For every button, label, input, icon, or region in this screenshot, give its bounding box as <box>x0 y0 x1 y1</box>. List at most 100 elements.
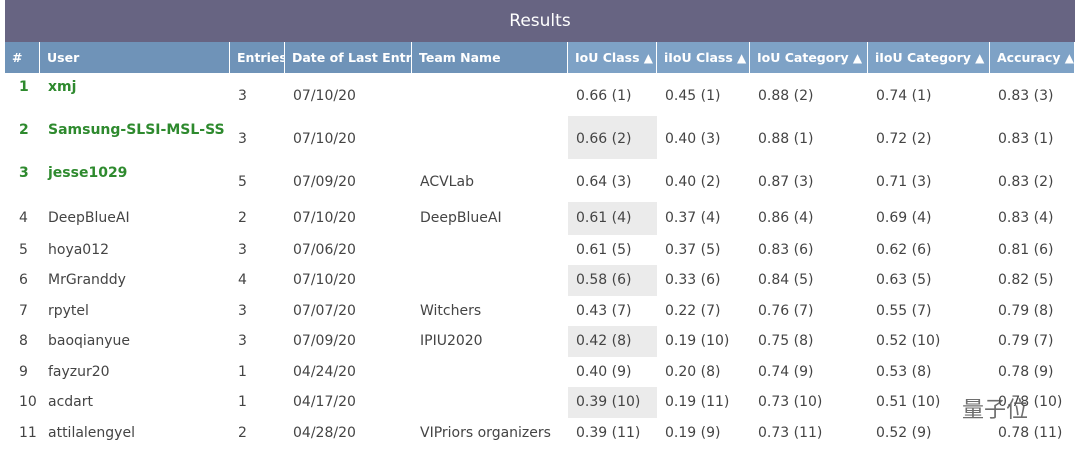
table-cell: 04/28/20 <box>293 425 356 441</box>
table-cell: 2 <box>238 425 247 441</box>
table-cell: Witchers <box>420 303 482 319</box>
table-cell: 0.82 (5) <box>998 272 1054 288</box>
table-cell: 0.22 (7) <box>665 303 721 319</box>
watermark: 量子位 <box>962 398 1029 423</box>
table-cell: 3 <box>238 303 247 319</box>
table-cell: 0.74 (9) <box>758 364 814 380</box>
table-cell: 4 <box>19 210 28 226</box>
table-cell: 1 <box>19 79 29 95</box>
table-cell: 0.62 (6) <box>876 242 932 258</box>
table-cell: 0.83 (2) <box>998 174 1054 190</box>
user-name: baoqianyue <box>48 333 131 349</box>
table-cell: 0.19 (11) <box>665 394 730 410</box>
table-cell: 2 <box>19 122 29 138</box>
table-cell: 3 <box>238 88 247 104</box>
column-header: Date of Last Entry <box>285 42 420 73</box>
table-cell: 0.79 (7) <box>998 333 1054 349</box>
table-cell: 07/07/20 <box>293 303 356 319</box>
table-cell: 0.42 (8) <box>568 326 657 357</box>
table-cell: 0.40 (3) <box>665 131 721 147</box>
table-cell: 0.79 (8) <box>998 303 1054 319</box>
table-cell: 0.88 (1) <box>758 131 814 147</box>
table-cell: 0.71 (3) <box>876 174 932 190</box>
column-header[interactable]: Accuracy <box>990 42 1075 73</box>
user-name: hoya012 <box>48 242 110 258</box>
table-cell: 0.73 (10) <box>758 394 823 410</box>
table-cell: 0.78 (9) <box>998 364 1054 380</box>
table-cell: 0.33 (6) <box>665 272 721 288</box>
table-cell: 0.64 (3) <box>576 174 632 190</box>
table-cell: 5 <box>19 242 28 258</box>
table-cell: 8 <box>19 333 28 349</box>
table-cell: 0.43 (7) <box>576 303 632 319</box>
table-cell: 0.37 (4) <box>665 210 721 226</box>
table-cell: 0.20 (8) <box>665 364 721 380</box>
user-name: acdart <box>48 394 93 410</box>
table-cell: 0.40 (9) <box>576 364 632 380</box>
table-cell: 0.66 (1) <box>576 88 632 104</box>
user-name: rpytel <box>48 303 89 319</box>
column-header[interactable]: iIoU Category <box>868 42 990 73</box>
table-cell: 1 <box>238 364 247 380</box>
column-header[interactable]: IoU Class <box>568 42 657 73</box>
table-cell: 0.39 (10) <box>568 387 657 418</box>
table-cell: 0.76 (7) <box>758 303 814 319</box>
table-cell: 0.66 (2) <box>568 116 657 159</box>
table-cell: 0.87 (3) <box>758 174 814 190</box>
user-name: attilalengyel <box>48 425 135 441</box>
table-cell: 04/17/20 <box>293 394 356 410</box>
table-cell: 0.19 (10) <box>665 333 730 349</box>
table-cell: 0.45 (1) <box>665 88 721 104</box>
table-cell: 0.58 (6) <box>568 265 657 296</box>
table-title: Results <box>5 0 1075 42</box>
table-cell: 0.74 (1) <box>876 88 932 104</box>
table-cell: 0.81 (6) <box>998 242 1054 258</box>
table-cell: 0.40 (2) <box>665 174 721 190</box>
table-cell: 5 <box>238 174 247 190</box>
table-cell: 0.53 (8) <box>876 364 932 380</box>
user-name: Samsung-SLSI-MSL-SS <box>48 122 225 138</box>
table-cell: 0.84 (5) <box>758 272 814 288</box>
table-cell: 0.52 (10) <box>876 333 941 349</box>
user-name: DeepBlueAI <box>48 210 130 226</box>
table-cell: 0.83 (6) <box>758 242 814 258</box>
table-cell: 0.61 (5) <box>576 242 632 258</box>
user-name: xmj <box>48 79 77 95</box>
table-cell: 07/10/20 <box>293 210 356 226</box>
table-cell: 3 <box>238 131 247 147</box>
table-cell: 0.63 (5) <box>876 272 932 288</box>
table-cell: 3 <box>238 242 247 258</box>
table-cell: 0.69 (4) <box>876 210 932 226</box>
table-cell: 0.86 (4) <box>758 210 814 226</box>
table-cell: 0.83 (4) <box>998 210 1054 226</box>
table-cell: 0.78 (11) <box>998 425 1063 441</box>
table-cell: 3 <box>19 165 29 181</box>
table-cell: 0.73 (11) <box>758 425 823 441</box>
table-cell: 1 <box>238 394 247 410</box>
table-cell: ACVLab <box>420 174 474 190</box>
user-name: fayzur20 <box>48 364 110 380</box>
table-cell: 0.78 (10) <box>998 394 1063 410</box>
table-cell: 0.88 (2) <box>758 88 814 104</box>
table-cell: 07/06/20 <box>293 242 356 258</box>
table-cell: 07/10/20 <box>293 131 356 147</box>
column-header[interactable]: IoU Category <box>750 42 868 73</box>
table-cell: 0.75 (8) <box>758 333 814 349</box>
table-cell: 07/10/20 <box>293 272 356 288</box>
user-name: MrGranddy <box>48 272 126 288</box>
table-cell: IPIU2020 <box>420 333 483 349</box>
table-cell: 0.19 (9) <box>665 425 721 441</box>
table-cell: 10 <box>19 394 37 410</box>
table-cell: 0.61 (4) <box>568 202 657 235</box>
column-header: Team Name <box>412 42 568 73</box>
table-cell: 07/10/20 <box>293 88 356 104</box>
table-cell: 0.37 (5) <box>665 242 721 258</box>
table-cell: 6 <box>19 272 28 288</box>
column-header[interactable]: iIoU Class <box>657 42 750 73</box>
table-cell: 0.39 (11) <box>576 425 641 441</box>
table-cell: 0.55 (7) <box>876 303 932 319</box>
table-cell: 7 <box>19 303 28 319</box>
table-cell: 0.72 (2) <box>876 131 932 147</box>
table-cell: 0.83 (3) <box>998 88 1054 104</box>
